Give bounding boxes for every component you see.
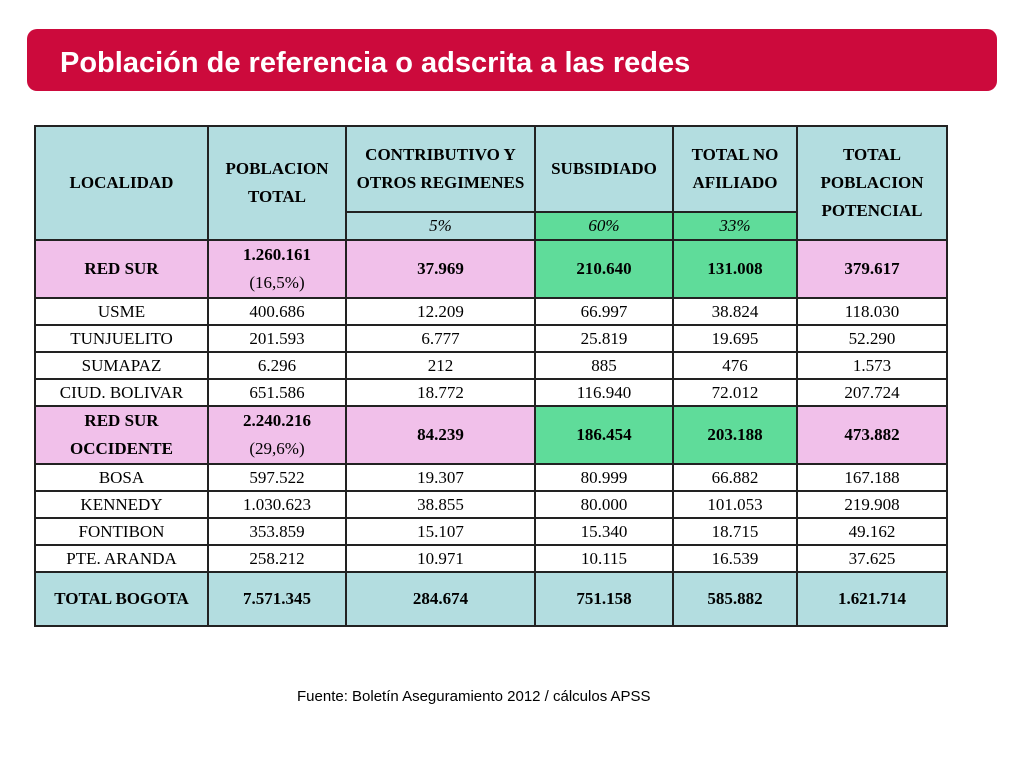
cell-subsidiado: 10.115 [534,544,674,573]
cell-contributivo: 84.239 [345,405,536,465]
cell-potencial: 52.290 [796,324,948,353]
cell-no-afiliado: 19.695 [672,324,798,353]
table-row: KENNEDY 1.030.623 38.855 80.000 101.053 219.9… [34,490,948,519]
cell-poblacion-total: 651.586 [207,378,347,407]
cell-subsidiado: 885 [534,351,674,380]
cell-potencial: 37.625 [796,544,948,573]
table-row: PTE. ARANDA 258.212 10.971 10.115 16.539 37.6… [34,544,948,573]
cell-poblacion-total: 400.686 [207,297,347,326]
pct-contributivo: 5% [345,210,536,241]
total-row: TOTAL BOGOTA 7.571.345 284.674 751.158 585.8… [34,571,948,627]
cell-no-afiliado: 16.539 [672,544,798,573]
table-row: BOSA 597.522 19.307 80.999 66.882 167.188 [34,463,948,492]
cell-localidad: SUMAPAZ [34,351,209,380]
header-poblacion-total: POBLACION TOTAL [207,125,347,241]
cell-potencial: 118.030 [796,297,948,326]
cell-poblacion-total: 201.593 [207,324,347,353]
table-row: FONTIBON 353.859 15.107 15.340 18.715 49.162 [34,517,948,546]
header-subsidiado: SUBSIDIADO [534,125,674,213]
cell-contributivo: 284.674 [345,571,536,627]
cell-poblacion-total: 2.240.216 (29,6%) [207,405,347,465]
cell-subsidiado: 210.640 [534,239,674,299]
cell-subsidiado: 751.158 [534,571,674,627]
source-note: Fuente: Boletín Aseguramiento 2012 / cál… [297,688,651,705]
population-table: LOCALIDAD POBLACION TOTAL CONTRIBUTIVO Y… [34,125,948,627]
table-header-row: LOCALIDAD POBLACION TOTAL CONTRIBUTIVO Y… [34,125,948,241]
cell-potencial: 167.188 [796,463,948,492]
cell-localidad: PTE. ARANDA [34,544,209,573]
cell-poblacion-total: 258.212 [207,544,347,573]
table-row: CIUD. BOLIVAR 651.586 18.772 116.940 72.012 2… [34,378,948,407]
cell-no-afiliado: 131.008 [672,239,798,299]
cell-no-afiliado: 18.715 [672,517,798,546]
cell-subsidiado: 25.819 [534,324,674,353]
cell-poblacion-total: 1.030.623 [207,490,347,519]
poblacion-total-percentage: (29,6%) [249,439,305,458]
cell-contributivo: 37.969 [345,239,536,299]
cell-no-afiliado: 203.188 [672,405,798,465]
cell-contributivo: 19.307 [345,463,536,492]
cell-potencial: 1.621.714 [796,571,948,627]
pct-subsidiado: 60% [534,210,674,241]
cell-subsidiado: 66.997 [534,297,674,326]
cell-potencial: 219.908 [796,490,948,519]
cell-no-afiliado: 101.053 [672,490,798,519]
cell-subsidiado: 116.940 [534,378,674,407]
cell-no-afiliado: 72.012 [672,378,798,407]
cell-localidad: TOTAL BOGOTA [34,571,209,627]
cell-localidad: FONTIBON [34,517,209,546]
cell-localidad: CIUD. BOLIVAR [34,378,209,407]
cell-localidad: TUNJUELITO [34,324,209,353]
slide-title: Población de referencia o adscrita a las… [60,47,691,79]
cell-contributivo: 12.209 [345,297,536,326]
cell-no-afiliado: 476 [672,351,798,380]
cell-potencial: 207.724 [796,378,948,407]
cell-poblacion-total: 597.522 [207,463,347,492]
cell-subsidiado: 80.999 [534,463,674,492]
cell-potencial: 473.882 [796,405,948,465]
cell-localidad: RED SUR [34,239,209,299]
poblacion-total-percentage: (16,5%) [249,273,305,292]
cell-localidad: BOSA [34,463,209,492]
cell-contributivo: 212 [345,351,536,380]
cell-poblacion-total: 7.571.345 [207,571,347,627]
cell-localidad: KENNEDY [34,490,209,519]
cell-contributivo: 18.772 [345,378,536,407]
group-row: RED SUR 1.260.161 (16,5%) 37.969 210.640 131.… [34,239,948,299]
table-percentage-row: 5% 60% 33% [35,210,947,241]
cell-potencial: 49.162 [796,517,948,546]
cell-localidad: USME [34,297,209,326]
header-total-no-afiliado: TOTAL NO AFILIADO [672,125,798,213]
cell-no-afiliado: 38.824 [672,297,798,326]
poblacion-total-value: 2.240.216 [243,411,311,430]
table-row: SUMAPAZ 6.296 212 885 476 1.573 [34,351,948,380]
table-row: USME 400.686 12.209 66.997 38.824 118.030 [34,297,948,326]
group-row: RED SUR OCCIDENTE 2.240.216 (29,6%) 84.239 1… [34,405,948,465]
header-total-poblacion-potencial: TOTAL POBLACION POTENCIAL [796,125,948,241]
cell-no-afiliado: 66.882 [672,463,798,492]
cell-potencial: 379.617 [796,239,948,299]
poblacion-total-value: 1.260.161 [243,245,311,264]
cell-subsidiado: 80.000 [534,490,674,519]
title-bar: Población de referencia o adscrita a las… [27,29,997,91]
cell-localidad: RED SUR OCCIDENTE [34,405,209,465]
cell-subsidiado: 15.340 [534,517,674,546]
cell-contributivo: 38.855 [345,490,536,519]
cell-contributivo: 15.107 [345,517,536,546]
cell-poblacion-total: 353.859 [207,517,347,546]
cell-poblacion-total: 1.260.161 (16,5%) [207,239,347,299]
cell-contributivo: 10.971 [345,544,536,573]
table-row: TUNJUELITO 201.593 6.777 25.819 19.695 52.290 [34,324,948,353]
header-contributivo: CONTRIBUTIVO Y OTROS REGIMENES [345,125,536,213]
cell-no-afiliado: 585.882 [672,571,798,627]
cell-potencial: 1.573 [796,351,948,380]
cell-subsidiado: 186.454 [534,405,674,465]
cell-contributivo: 6.777 [345,324,536,353]
cell-poblacion-total: 6.296 [207,351,347,380]
pct-total-no-afiliado: 33% [672,210,798,241]
header-localidad: LOCALIDAD [34,125,209,241]
